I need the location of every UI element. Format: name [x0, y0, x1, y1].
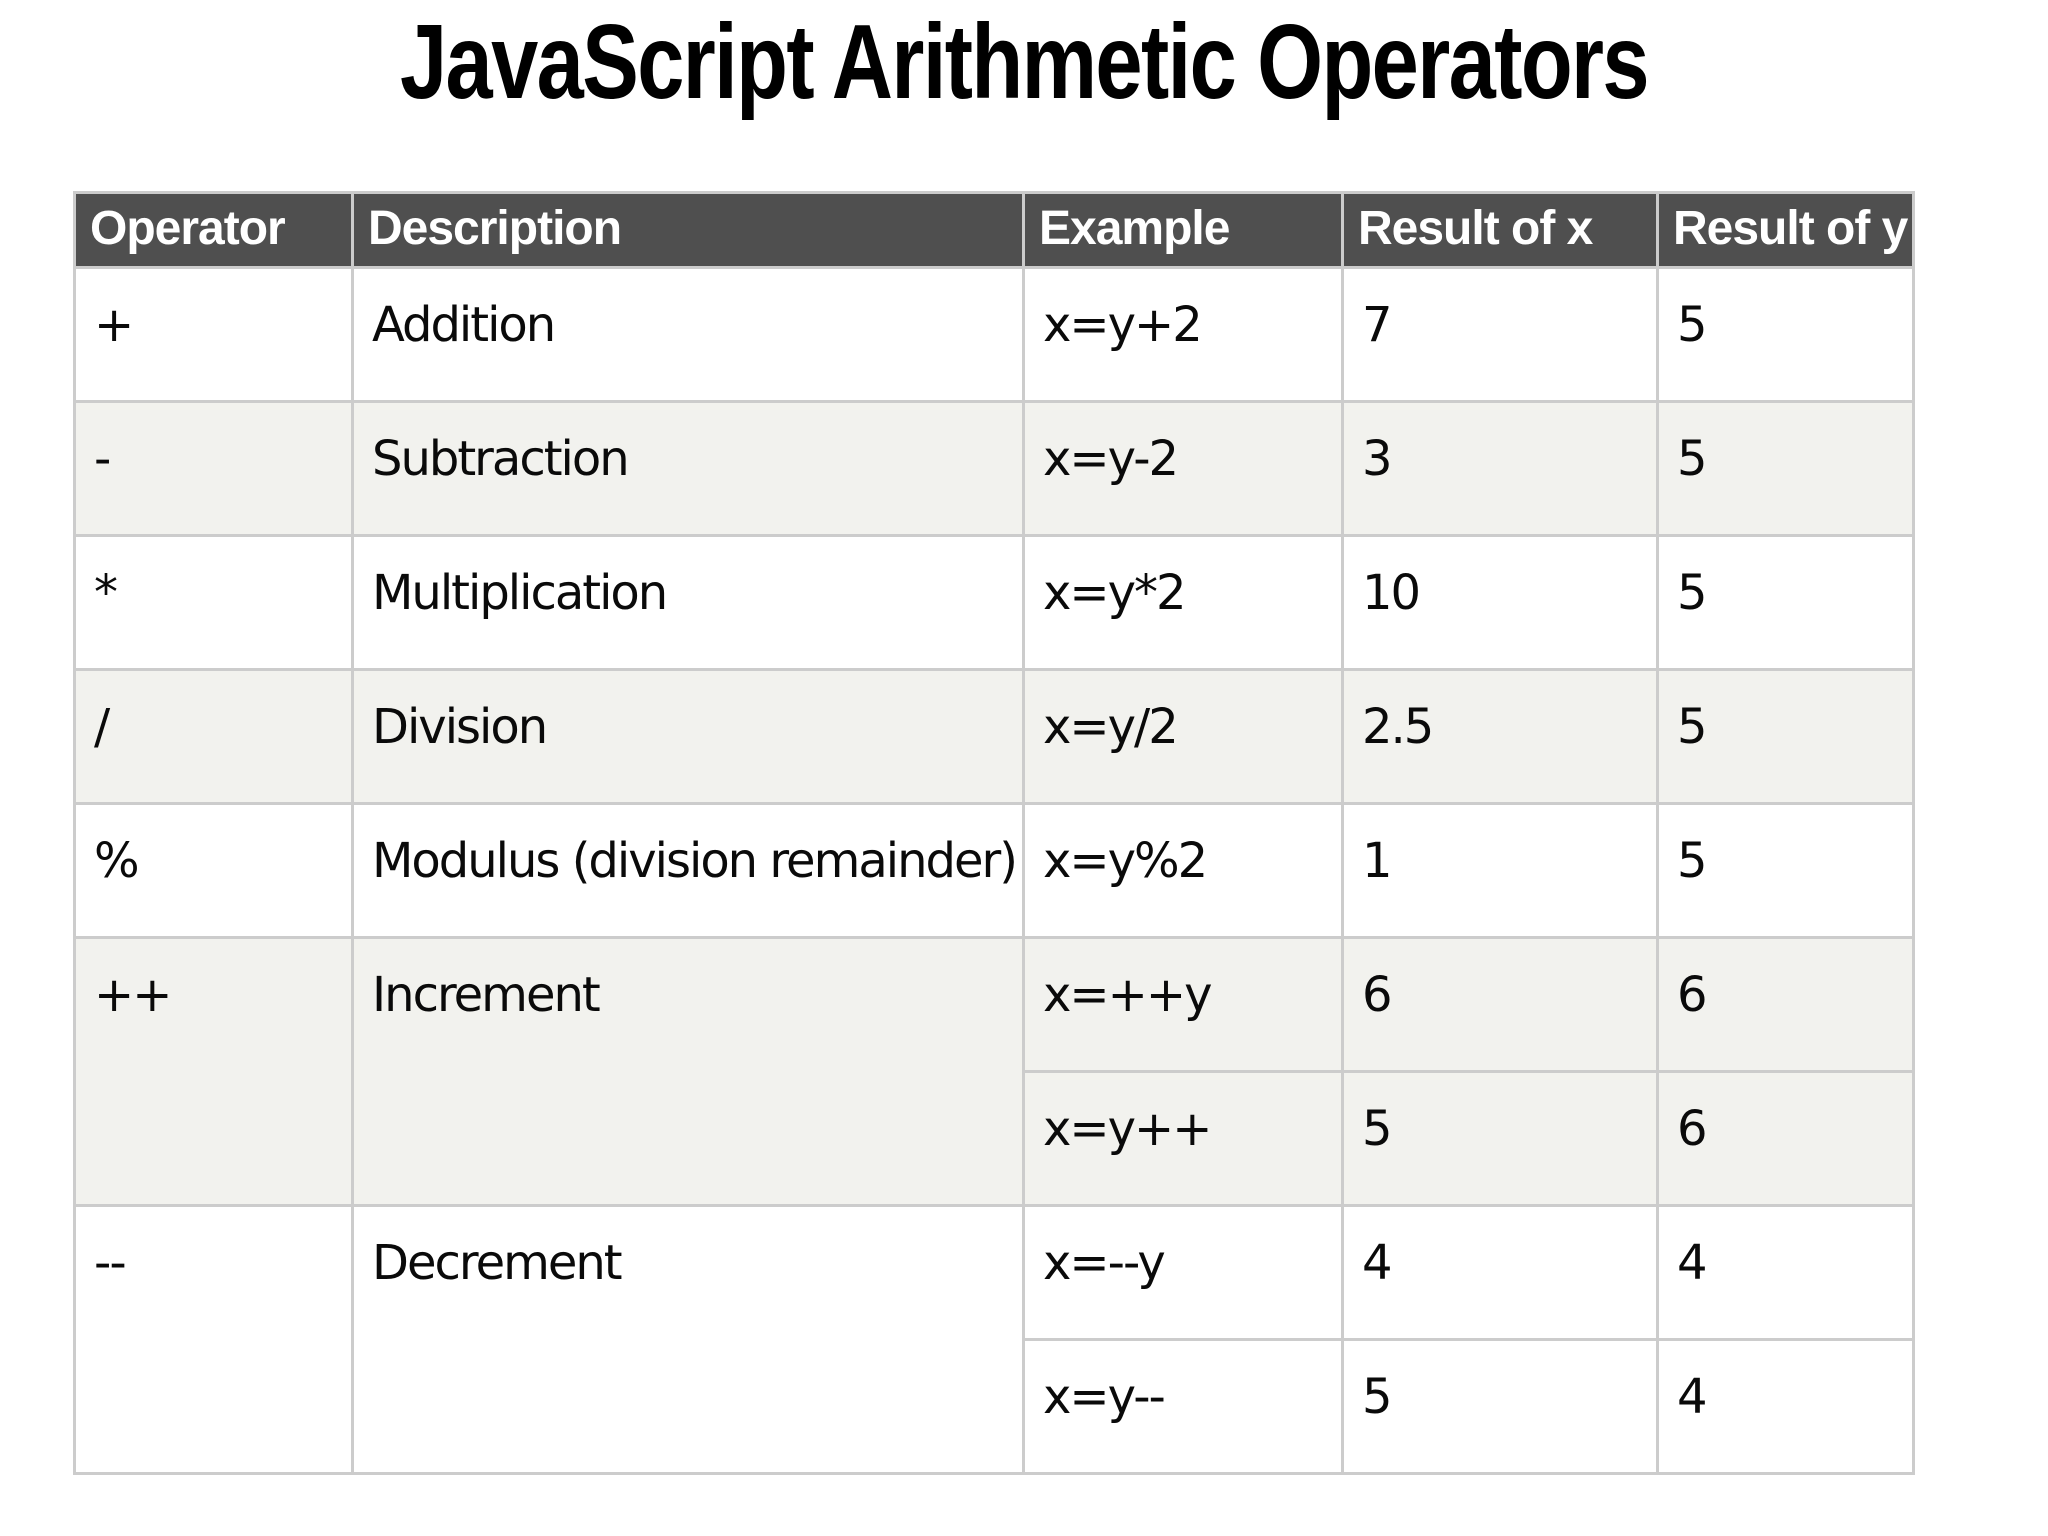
operator-cell: *	[73, 534, 354, 671]
table-row-addition: + Addition x=y+2 7 5	[73, 266, 1915, 403]
result-x-cell: 4	[1341, 1204, 1659, 1341]
operator-cell: -	[73, 400, 354, 537]
col-header-result-y: Result of y	[1656, 191, 1915, 269]
example-cell: x=y++	[1022, 1070, 1344, 1207]
example-cell: x=y+2	[1022, 266, 1344, 403]
result-x-cell: 7	[1341, 266, 1659, 403]
result-y-cell: 4	[1656, 1204, 1915, 1341]
result-y-cell: 6	[1656, 936, 1915, 1073]
result-y-cell: 5	[1656, 534, 1915, 671]
result-y-cell: 5	[1656, 668, 1915, 805]
result-x-cell: 1	[1341, 802, 1659, 939]
description-cell: Division	[351, 668, 1025, 805]
table-row-multiplication: * Multiplication x=y*2 10 5	[73, 534, 1915, 671]
operator-cell: ++	[73, 936, 354, 1207]
col-header-result-x: Result of x	[1341, 191, 1659, 269]
result-x-cell: 5	[1341, 1070, 1659, 1207]
example-cell: x=y--	[1022, 1338, 1344, 1475]
result-y-cell: 4	[1656, 1338, 1915, 1475]
result-x-cell: 2.5	[1341, 668, 1659, 805]
operator-cell: --	[73, 1204, 354, 1475]
page-title: JavaScript Arithmetic Operators	[400, 3, 1650, 121]
col-header-description: Description	[351, 191, 1025, 269]
result-x-cell: 10	[1341, 534, 1659, 671]
result-y-cell: 5	[1656, 802, 1915, 939]
col-header-example: Example	[1022, 191, 1344, 269]
result-x-cell: 6	[1341, 936, 1659, 1073]
table-row-subtraction: - Subtraction x=y-2 3 5	[73, 400, 1915, 537]
table-row-division: / Division x=y/2 2.5 5	[73, 668, 1915, 805]
example-cell: x=y%2	[1022, 802, 1344, 939]
description-cell: Modulus (division remainder)	[351, 802, 1025, 939]
arithmetic-operators-table: Operator Description Example Result of x…	[73, 191, 1915, 1475]
table-row-modulus: % Modulus (division remainder) x=y%2 1 5	[73, 802, 1915, 939]
result-y-cell: 5	[1656, 266, 1915, 403]
table-row-decrement-2: x=y-- 5 4	[75, 1338, 1915, 1475]
example-cell: x=y*2	[1022, 534, 1344, 671]
result-x-cell: 3	[1341, 400, 1659, 537]
operator-cell: %	[73, 802, 354, 939]
table-header-row: Operator Description Example Result of x…	[73, 191, 1915, 269]
description-cell: Multiplication	[351, 534, 1025, 671]
result-x-cell: 5	[1341, 1338, 1659, 1475]
description-cell: Addition	[351, 266, 1025, 403]
table-row-decrement-1: -- Decrement x=--y 4 4	[73, 1204, 1915, 1475]
description-cell: Subtraction	[351, 400, 1025, 537]
table-row-increment-2: x=y++ 5 6	[75, 1070, 1915, 1207]
description-cell: Increment	[351, 936, 1025, 1207]
example-cell: x=y/2	[1022, 668, 1344, 805]
example-cell: x=++y	[1022, 936, 1344, 1073]
result-y-cell: 6	[1656, 1070, 1915, 1207]
operator-cell: /	[73, 668, 354, 805]
col-header-operator: Operator	[73, 191, 354, 269]
result-y-cell: 5	[1656, 400, 1915, 537]
table-row-increment-1: ++ Increment x=++y 6 6	[73, 936, 1915, 1207]
description-cell: Decrement	[351, 1204, 1025, 1475]
example-cell: x=--y	[1022, 1204, 1344, 1341]
example-cell: x=y-2	[1022, 400, 1344, 537]
operator-cell: +	[73, 266, 354, 403]
